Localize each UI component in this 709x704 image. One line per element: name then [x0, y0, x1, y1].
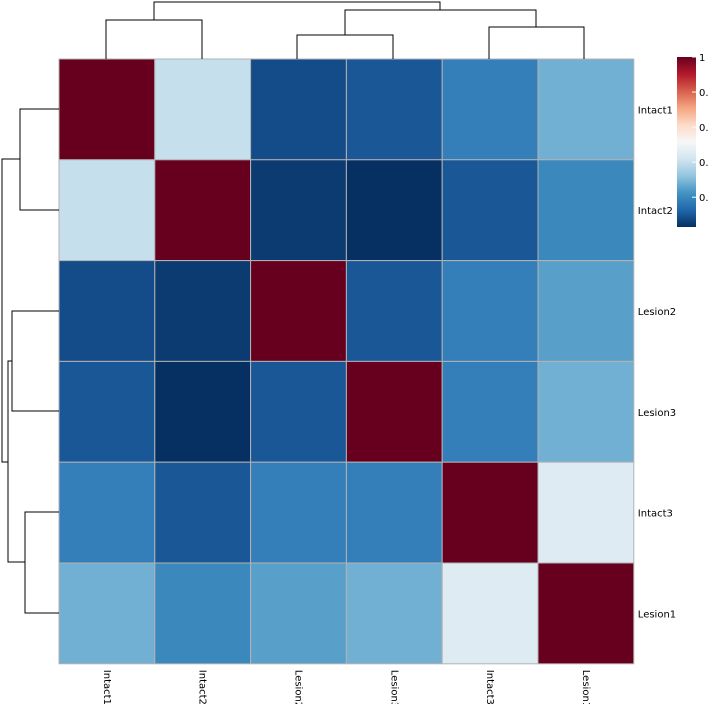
legend-tick-label: 0.8: [699, 88, 709, 99]
column-label-intact1: Intact1: [101, 670, 112, 704]
cell-intact3-intact2: [154, 461, 252, 564]
legend-tick-label: 0.2: [699, 193, 709, 204]
cell-lesion3-intact1: [58, 360, 156, 463]
cell-lesion3-lesion1: [537, 360, 635, 463]
cell-lesion3-lesion3: [345, 360, 443, 463]
row-dendro-link-lesion-group: [7, 360, 25, 563]
col-dendro-link-intact3-lesion1: [488, 26, 585, 59]
column-label-lesion1: Lesion1: [580, 670, 591, 704]
cell-lesion1-intact1: [58, 562, 156, 665]
cell-intact2-intact1: [58, 159, 156, 262]
column-label-lesion2: Lesion2: [293, 670, 304, 704]
cell-intact1-lesion2: [250, 58, 347, 161]
row-labels: Intact1 Intact2 Lesion2 Lesion3 Intact3 Lesio…: [638, 105, 676, 620]
cell-intact3-lesion2: [250, 461, 347, 564]
column-label-lesion3: Lesion3: [388, 670, 399, 704]
color-legend: 0.2 0.4 0.6 0.8 1: [677, 53, 709, 227]
col-dendro-link-lesion2-lesion3: [296, 34, 394, 59]
cell-lesion3-intact3: [441, 360, 539, 463]
color-legend-bar: [677, 57, 696, 227]
cell-lesion2-intact2: [154, 260, 252, 362]
col-dendro-link-intact1-intact2: [105, 19, 203, 59]
cell-intact2-lesion3: [345, 159, 443, 262]
cell-lesion1-lesion1: [537, 562, 635, 665]
row-label-intact3: Intact3: [638, 509, 673, 520]
column-label-intact2: Intact2: [197, 670, 208, 704]
cell-intact1-intact3: [441, 58, 539, 161]
cell-intact3-lesion1: [537, 461, 635, 564]
column-labels: Intact1 Intact2 Lesion2 Lesion3 Intact3 Lesio…: [101, 670, 591, 704]
legend-tick-label: 1: [699, 53, 705, 64]
cell-intact2-lesion1: [537, 159, 635, 262]
cell-intact1-intact2: [154, 58, 252, 161]
row-dendro-link-lesion2-lesion3: [11, 310, 59, 412]
cell-lesion2-lesion1: [537, 260, 635, 362]
cell-intact3-intact3: [441, 461, 539, 564]
column-dendrogram: [105, 1, 585, 59]
row-dendro-link-intact3-lesion1: [24, 511, 59, 614]
cell-intact2-intact2: [154, 159, 252, 262]
cell-lesion1-lesion3: [345, 562, 443, 665]
col-dendro-link-root: [153, 1, 441, 20]
legend-tick-label: 0.4: [699, 158, 709, 169]
row-label-lesion3: Lesion3: [638, 408, 676, 419]
row-label-lesion1: Lesion1: [638, 609, 676, 620]
cell-intact2-intact3: [441, 159, 539, 262]
row-label-intact2: Intact2: [638, 206, 673, 217]
column-label-intact3: Intact3: [484, 670, 495, 704]
cell-lesion2-lesion2: [250, 260, 347, 362]
col-dendro-link-lesion-group: [344, 9, 537, 35]
row-label-lesion2: Lesion2: [638, 307, 676, 318]
row-dendro-link-intact1-intact2: [19, 108, 59, 211]
cell-lesion1-lesion2: [250, 562, 347, 665]
cell-intact3-intact1: [58, 461, 156, 564]
cell-lesion2-lesion3: [345, 260, 443, 362]
cell-lesion2-intact3: [441, 260, 539, 362]
cell-intact1-lesion1: [537, 58, 635, 161]
heatmap-cells: [58, 58, 635, 665]
row-dendrogram: [1, 108, 59, 614]
color-legend-ticks: 0.2 0.4 0.6 0.8 1: [692, 53, 709, 204]
cell-lesion1-intact3: [441, 562, 539, 665]
row-dendro-link-root: [1, 158, 20, 463]
row-label-intact1: Intact1: [638, 105, 673, 116]
legend-tick-label: 0.6: [699, 123, 709, 134]
cell-intact1-lesion3: [345, 58, 443, 161]
cell-lesion3-lesion2: [250, 360, 347, 463]
cell-intact1-intact1: [58, 58, 156, 161]
cell-lesion1-intact2: [154, 562, 252, 665]
cell-lesion2-intact1: [58, 260, 156, 362]
cell-intact3-lesion3: [345, 461, 443, 564]
cell-intact2-lesion2: [250, 159, 347, 262]
cell-lesion3-intact2: [154, 360, 252, 463]
